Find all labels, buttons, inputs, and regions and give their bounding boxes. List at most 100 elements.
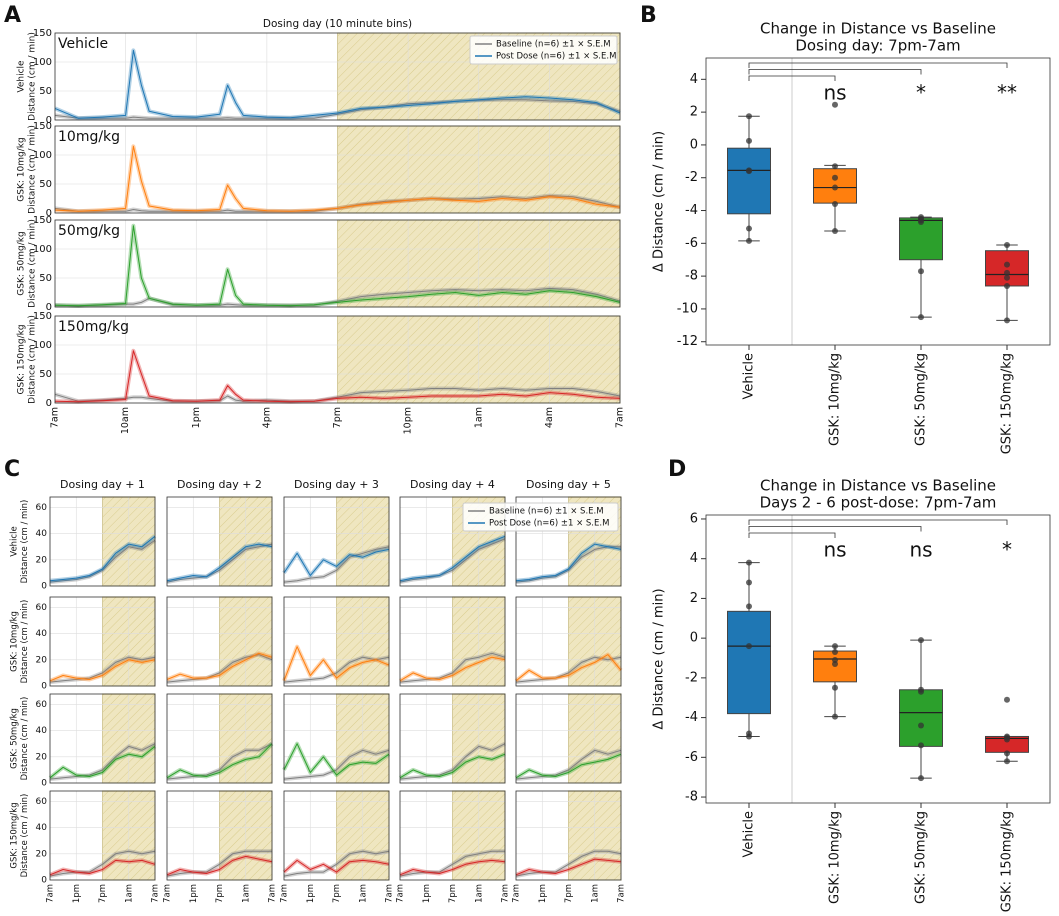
x-tick-label: 7pm [332,407,343,428]
x-tick-label: 7pm [332,884,342,903]
post-dose-line [49,746,156,779]
x-tick-label: 7am [50,407,61,428]
x-tick-label: 1pm [422,884,432,903]
baseline-line [515,749,622,780]
baseline-line [515,546,621,583]
y-tick-label: -2 [685,170,698,185]
x-tick-label: 7am [385,884,395,903]
axes-frame [54,315,621,404]
y-tick-label: 0 [46,115,52,126]
chart-title: Dosing day: 7pm-7am [795,37,960,55]
baseline-line [166,743,273,780]
y-tick-label: 60 [36,700,48,710]
data-point [832,684,838,691]
data-point [746,643,752,650]
y-tick-label: 100 [33,150,52,161]
x-tick-label: 1pm [189,884,199,903]
axes-frame [515,693,622,784]
x-tick-label: 1am [124,884,134,903]
y-tick-label: -8 [685,790,698,805]
post-dose-line [49,535,156,582]
x-tick-label: Vehicle [742,353,757,400]
post-dose-line [515,654,622,682]
x-tick-label: 7am [151,884,161,903]
data-point [746,733,752,740]
y-axis-label: Distance (cm / min) [28,315,38,404]
axes-frame [54,125,621,214]
axes-frame [49,496,156,587]
box [727,610,771,715]
y-tick-label: -8 [685,269,698,284]
data-point [1004,317,1010,324]
y-tick-label: -6 [685,236,698,251]
x-tick-label: 7am [46,884,56,903]
chart-title: Dosing day (10 minute bins) [263,18,412,30]
y-tick-label: -10 [677,301,698,316]
y-tick-label: 100 [33,244,52,255]
x-tick-label: 1pm [538,884,548,903]
data-point [918,219,924,225]
data-point [746,113,752,120]
axes-frame [54,219,621,308]
x-tick-label: 4pm [261,407,272,428]
data-point [832,660,838,667]
y-axis-label: Δ Distance (cm / min) [652,588,667,729]
data-point [746,137,752,144]
panel-letter: B [640,3,657,28]
x-tick-label: GSK: 150mg/kg [1000,353,1015,454]
y-axis-label: Vehicle [17,60,27,93]
y-tick-label: 50 [39,273,52,284]
subplot-label: Vehicle [58,36,108,52]
x-tick-label: 7am [617,884,627,903]
y-tick-label: 2 [690,105,698,120]
y-axis-label: Distance (cm / min) [20,600,30,684]
y-tick-label: 60 [36,797,48,807]
data-point [832,643,838,650]
y-tick-label: 150 [33,28,52,39]
data-point [1004,736,1010,743]
significance-bracket [748,519,1008,525]
baseline-line [399,850,505,877]
x-tick-label: 7pm [98,884,108,903]
data-point [832,200,838,207]
significance-bracket [748,69,922,75]
y-tick-label: 6 [690,511,698,526]
x-tick-label: 1am [358,884,368,903]
panel-letter: C [4,457,20,482]
baseline-line [399,652,506,683]
x-tick-label: 7am [396,884,406,903]
y-tick-label: 0 [46,302,52,313]
axes-frame [166,596,273,687]
baseline-line [283,749,390,780]
x-tick-label: 7am [280,884,290,903]
x-tick-label: 7am [268,884,278,903]
significance-label: ns [823,81,846,105]
subplot-label: 50mg/kg [58,223,120,239]
chart-title: Days 2 - 6 post-dose: 7pm-7am [760,494,997,512]
baseline-line [283,850,390,877]
y-tick-label: 150 [33,121,52,132]
significance-bracket [748,532,836,538]
legend-box [469,35,618,65]
x-tick-label: 1pm [306,884,316,903]
y-axis-label: Distance (cm / min) [20,697,30,781]
post-dose-line [49,859,156,876]
post-dose-line [49,659,156,682]
significance-label: ** [997,81,1017,105]
axes-frame [399,596,506,687]
axes-frame [515,596,622,687]
post-dose-line [515,753,622,779]
y-tick-label: -4 [685,710,698,725]
data-point [832,649,838,656]
data-point [832,101,838,108]
y-tick-label: 150 [33,311,52,322]
significance-bracket [748,62,1008,68]
baseline-line [49,656,156,683]
data-point [918,314,924,321]
x-tick-label: 1pm [72,884,82,903]
data-point [746,168,752,175]
panel-letter: A [4,3,21,28]
baseline-line [283,656,390,683]
y-tick-label: 60 [36,603,48,613]
